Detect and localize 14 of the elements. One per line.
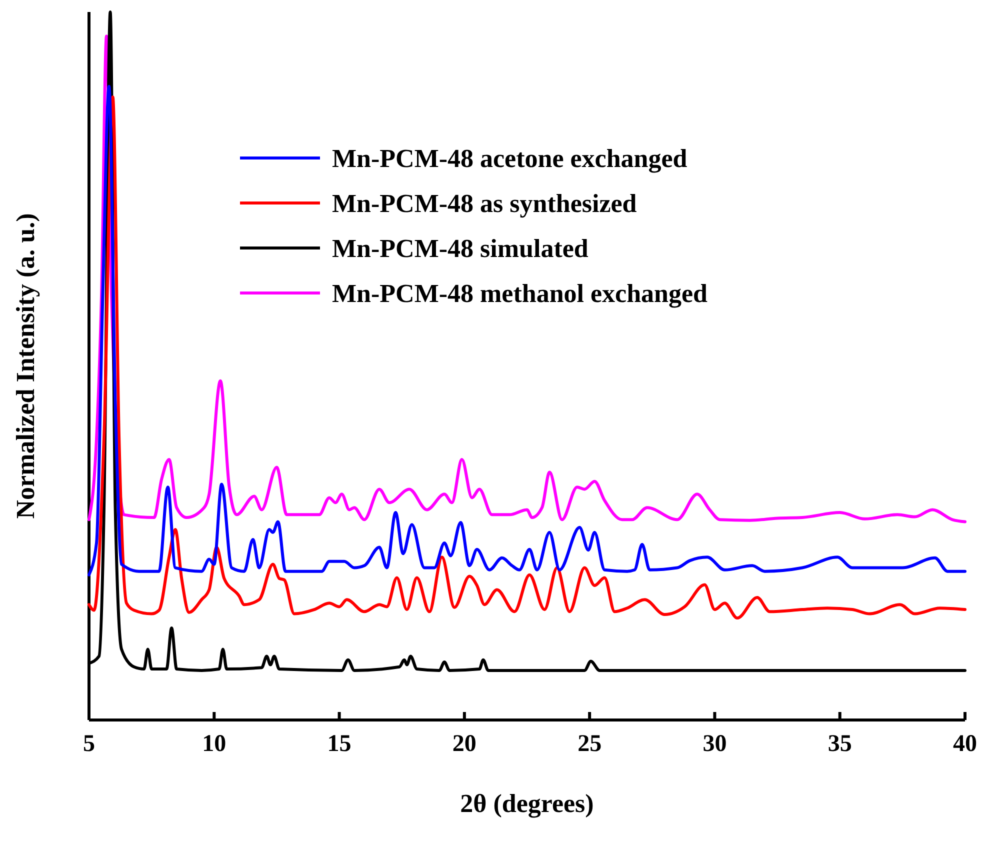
y-axis-title: Normalized Intensity (a. u.) — [11, 213, 40, 519]
x-tick-label: 30 — [702, 731, 727, 758]
legend-label: Mn-PCM-48 simulated — [332, 234, 589, 263]
legend-label: Mn-PCM-48 as synthesized — [332, 189, 638, 218]
x-tick-label: 35 — [828, 731, 852, 758]
x-tick-label: 10 — [202, 731, 226, 758]
x-tick-label: 5 — [83, 731, 95, 758]
x-tick-label: 20 — [452, 731, 476, 758]
x-tick-label: 40 — [953, 731, 977, 758]
legend-label: Mn-PCM-48 methanol exchanged — [332, 279, 708, 308]
x-axis-title: 2θ (degrees) — [460, 789, 594, 818]
legend-label: Mn-PCM-48 acetone exchanged — [332, 144, 688, 173]
x-tick-label: 15 — [327, 731, 352, 758]
x-tick-label: 25 — [578, 731, 602, 758]
